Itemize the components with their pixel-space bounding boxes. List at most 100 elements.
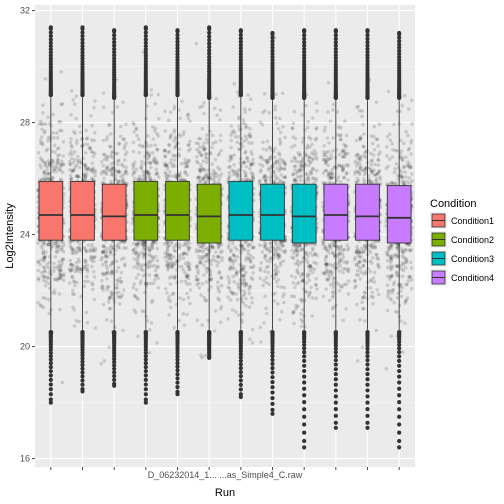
jitter-point [235,271,239,275]
jitter-point [354,262,359,267]
jitter-point [213,157,218,162]
jitter-point [264,280,269,285]
jitter-point [338,248,343,253]
jitter-point [104,250,108,255]
jitter-point [227,174,232,178]
jitter-point [134,167,139,172]
jitter-point [131,248,136,253]
jitter-point [362,246,367,250]
jitter-point [44,122,48,126]
jitter-point [151,240,156,245]
jitter-point [136,272,141,277]
jitter-point [357,109,362,113]
jitter-point [212,171,217,175]
jitter-point [377,265,381,270]
jitter-point [165,291,169,295]
jitter-point [86,166,90,170]
jitter-point [148,261,152,265]
jitter-point [186,159,191,163]
jitter-point [237,124,241,128]
jitter-point [109,246,113,250]
jitter-point [355,163,359,168]
jitter-point [195,282,199,287]
jitter-point [123,152,128,157]
jitter-point [75,266,80,270]
jitter-point [83,173,88,178]
jitter-point [246,159,250,164]
jitter-point [310,142,314,147]
jitter-point [355,247,360,251]
jitter-point [93,174,97,178]
jitter-point [108,295,112,300]
jitter-point [105,155,110,159]
jitter-point [264,306,268,311]
jitter-point [313,242,318,247]
jitter-point [124,150,129,154]
jitter-point [404,282,409,287]
jitter-point [186,295,191,300]
jitter-point [310,296,315,300]
jitter-point [231,261,235,266]
jitter-point [210,145,214,150]
jitter-point [361,263,366,268]
jitter-point [185,252,189,256]
jitter-point [337,163,341,168]
jitter-point [46,136,50,140]
jitter-point [43,283,48,288]
jitter-point [331,280,336,284]
jitter-point [389,246,394,250]
jitter-point [183,169,187,174]
jitter-point [75,246,80,250]
jitter-point [153,101,158,106]
jitter-point [410,172,414,176]
jitter-point [370,256,375,260]
jitter-point [198,248,202,253]
jitter-point [370,246,375,250]
jitter-point [404,260,409,264]
jitter-point [215,173,220,177]
jitter-point [140,242,144,247]
jitter-point [395,264,399,269]
jitter-point [258,243,262,247]
jitter-point [42,170,47,175]
jitter-point [273,108,277,112]
jitter-point [346,246,351,250]
jitter-point [387,132,392,136]
jitter-point [358,166,363,171]
jitter-point [280,285,284,289]
jitter-point [212,178,216,182]
jitter-point [313,137,318,142]
jitter-point [102,157,107,161]
jitter-point [40,158,44,162]
jitter-point [77,165,82,170]
jitter-point [264,275,269,280]
jitter-point [283,248,288,253]
jitter-point [197,175,201,179]
jitter-point [102,152,106,157]
jitter-point [103,170,108,175]
jitter-point [121,173,125,177]
jitter-point [195,250,199,254]
jitter-point [362,179,367,184]
jitter-point [116,294,120,299]
jitter-point [296,304,300,309]
jitter-point [107,300,111,305]
jitter-point [57,263,61,268]
jitter-point [70,288,75,293]
jitter-point [197,149,201,154]
jitter-point [345,268,350,272]
jitter-point [309,161,313,165]
jitter-point [148,254,153,258]
jitter-point [135,242,139,247]
jitter-point [236,168,241,172]
jitter-point [187,158,191,163]
jitter-point [74,249,79,253]
jitter-point [356,156,360,161]
jitter-point [274,242,279,247]
jitter-point [390,155,395,159]
jitter-point [166,118,171,123]
jitter-point [310,176,315,180]
jitter-point [263,256,267,261]
jitter-point [168,110,173,115]
jitter-point [168,170,172,174]
